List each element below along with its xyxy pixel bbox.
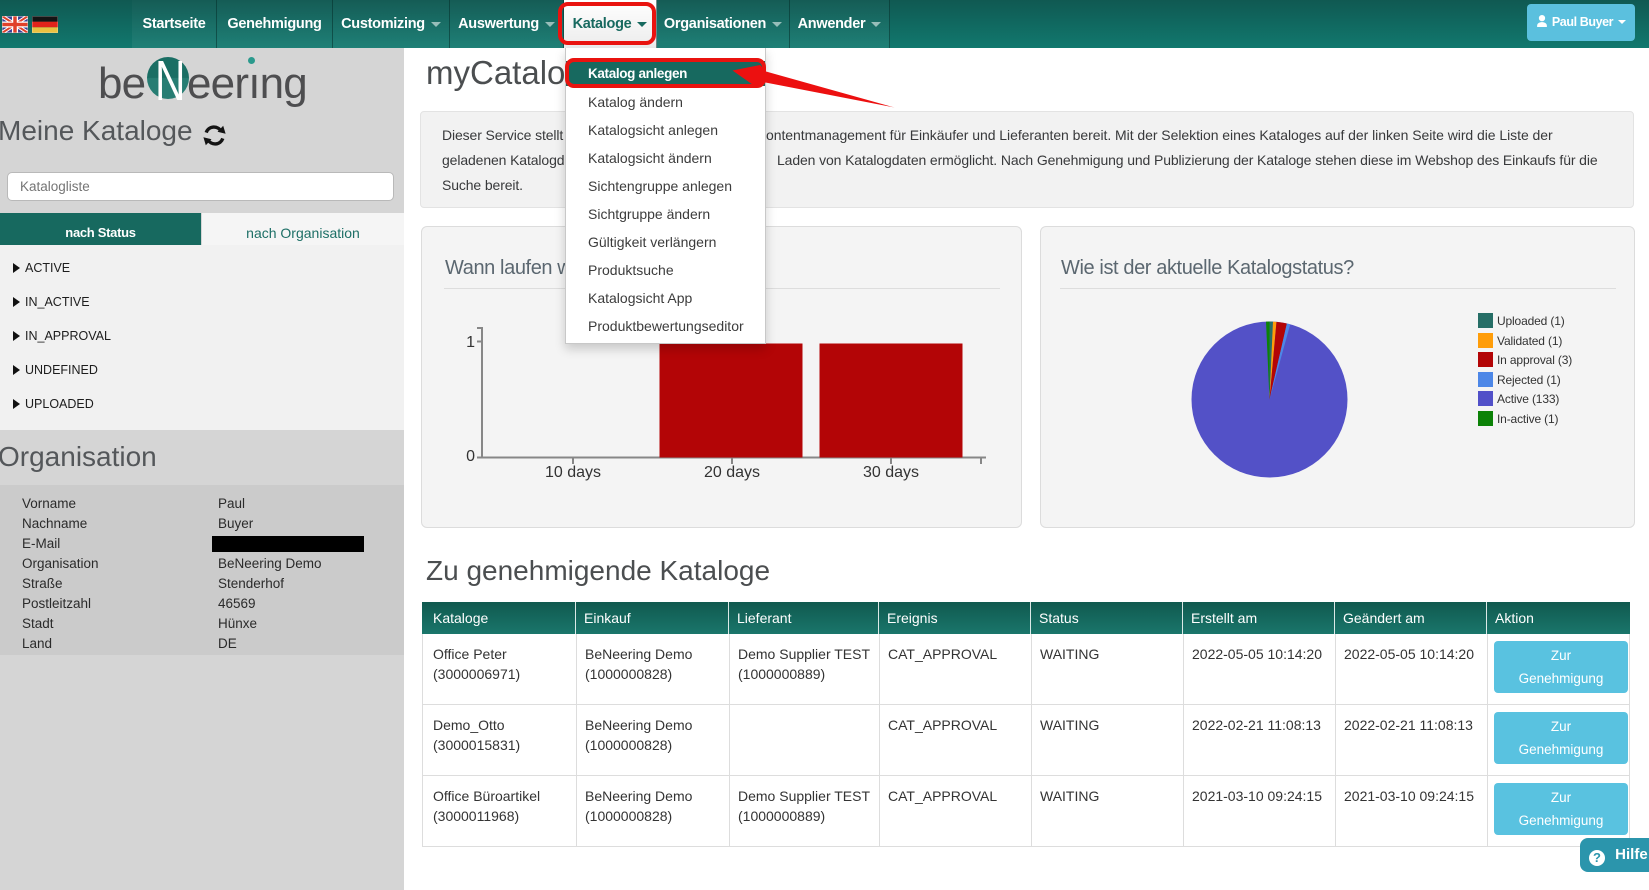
svg-text:0: 0	[466, 448, 475, 465]
svg-text:10 days: 10 days	[545, 464, 601, 481]
svg-text:20 days: 20 days	[704, 464, 760, 481]
svg-text:30 days: 30 days	[863, 464, 919, 481]
svg-text:1: 1	[466, 334, 475, 351]
